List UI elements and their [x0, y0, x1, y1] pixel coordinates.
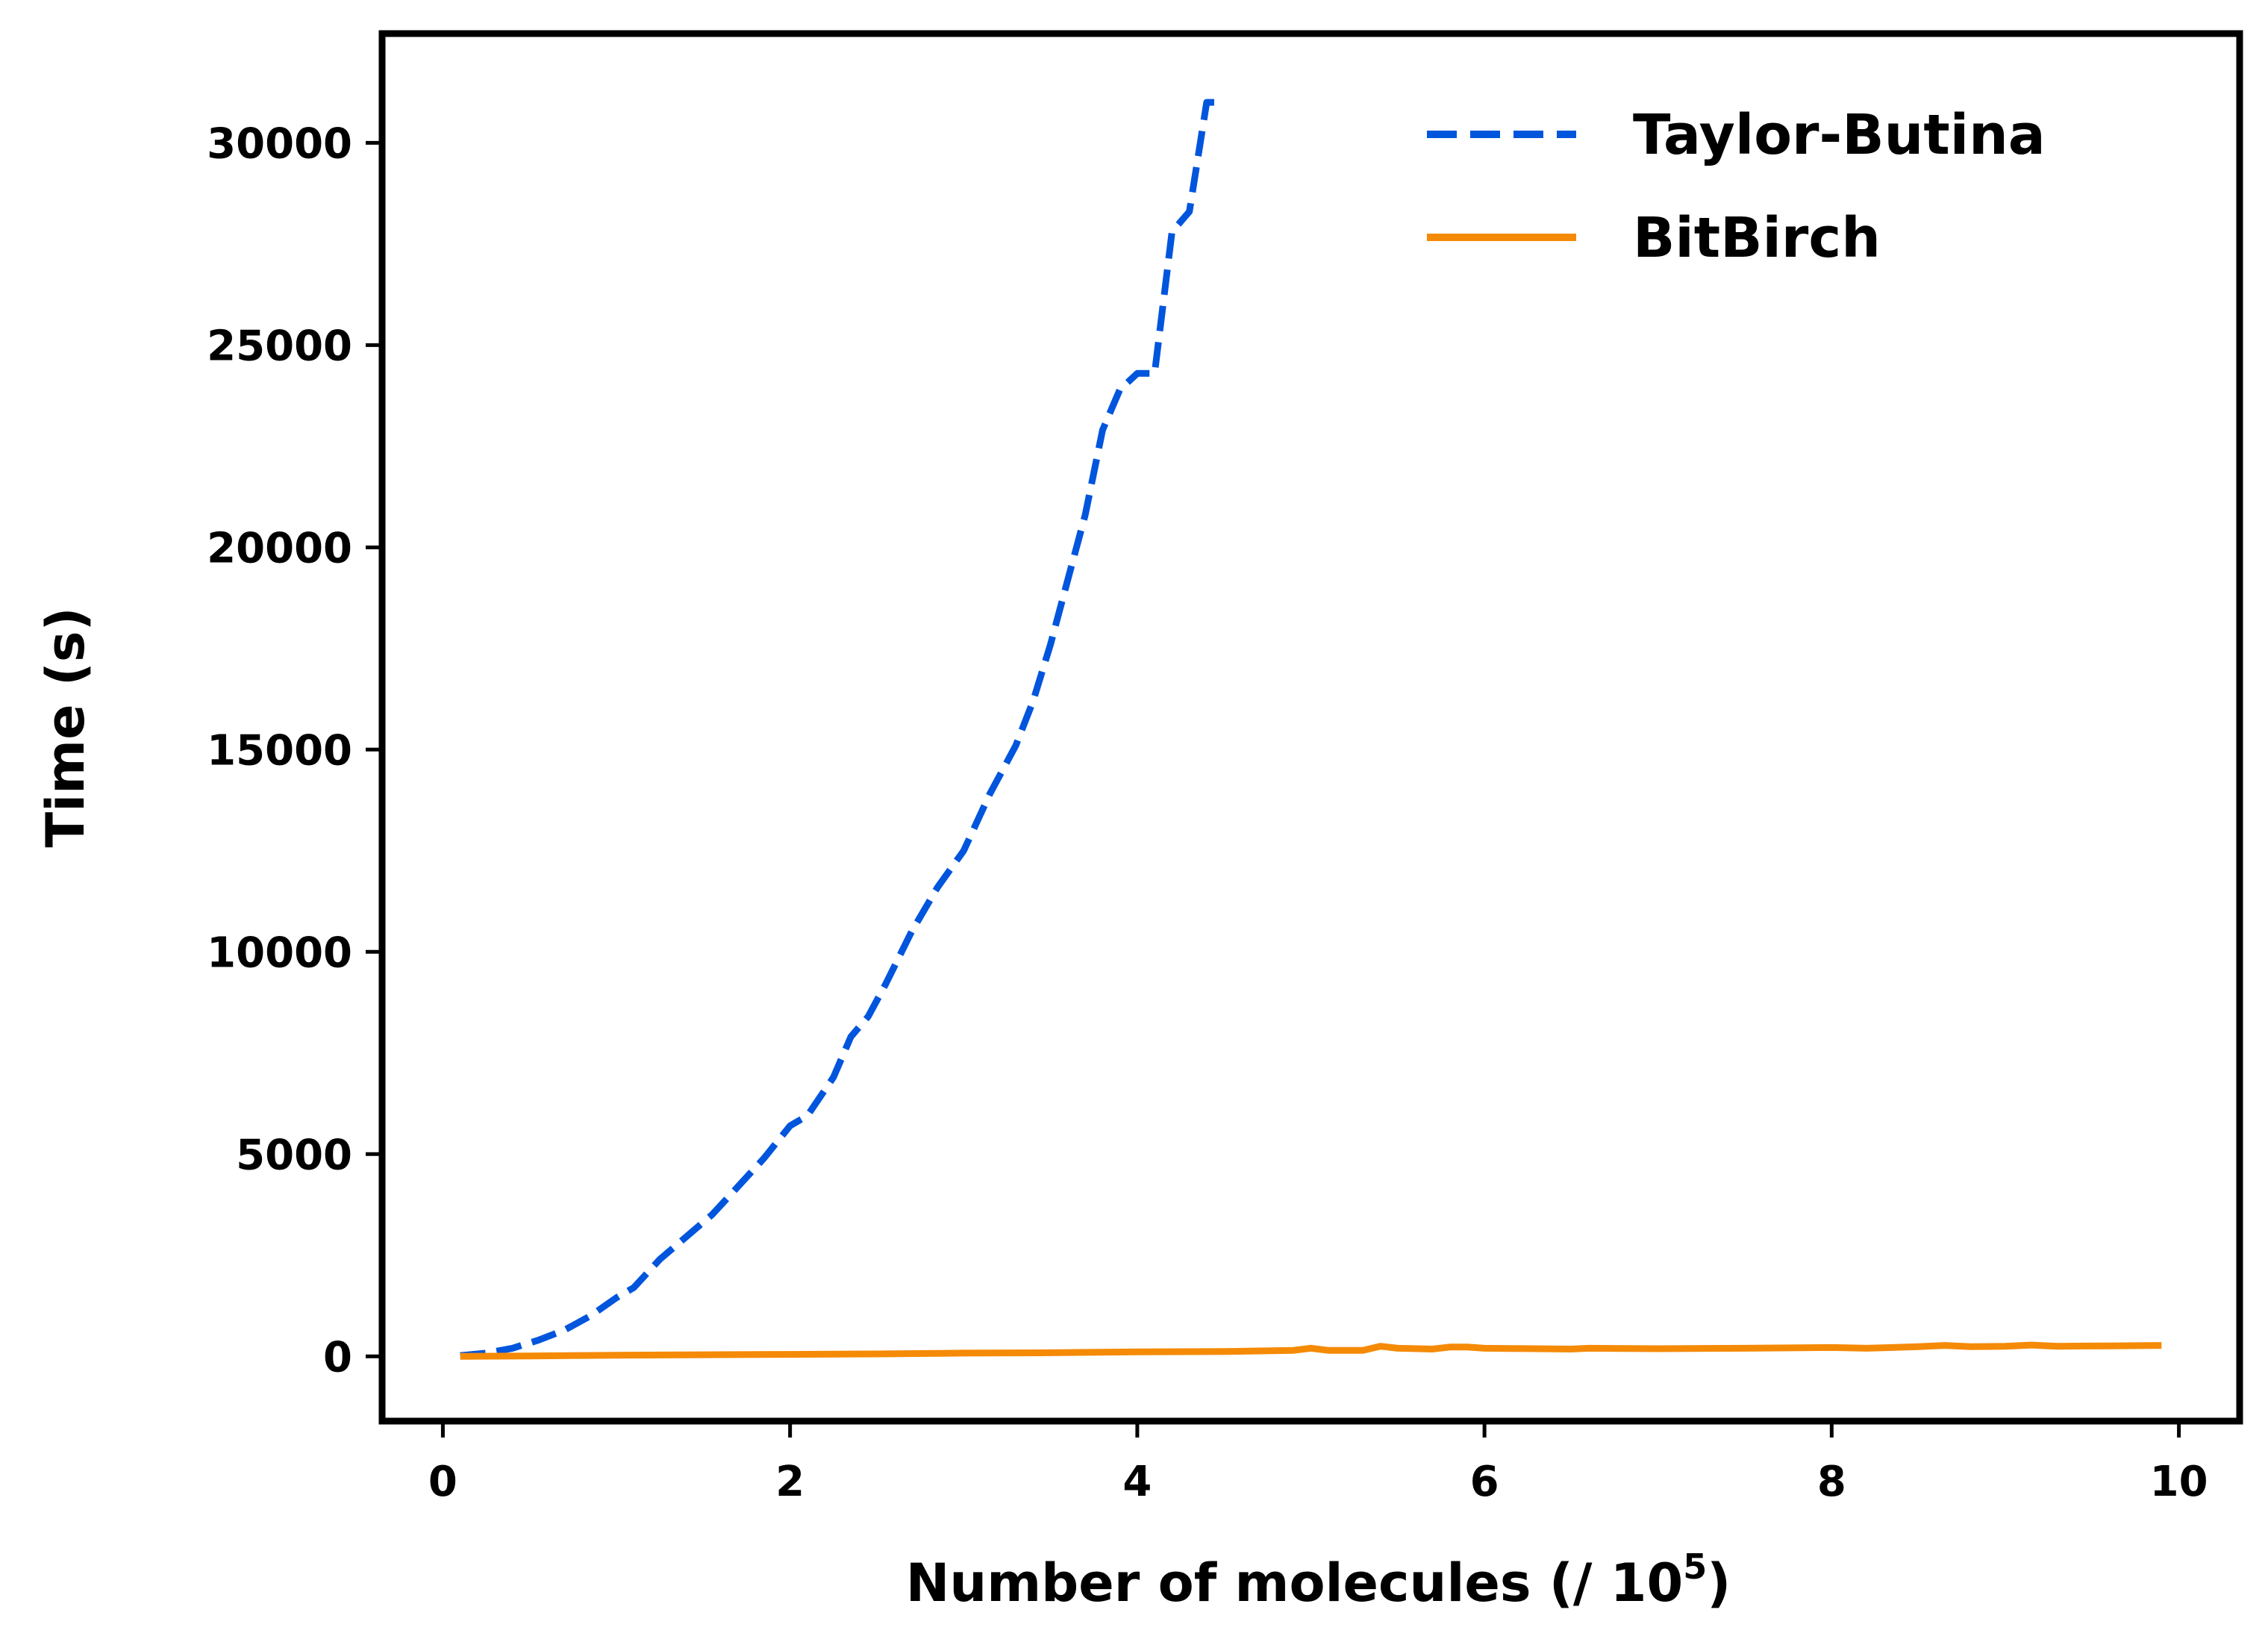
- x-axis-ticks: 0 2 4 6 8 10: [428, 1421, 2208, 1506]
- y-tick-label: 10000: [207, 928, 352, 977]
- plot-frame: [378, 30, 2243, 1425]
- y-tick-label: 15000: [207, 726, 352, 775]
- x-tick-label: 2: [775, 1458, 805, 1506]
- y-tick-label: 25000: [207, 322, 352, 370]
- y-tick-label: 30000: [207, 119, 352, 168]
- x-tick-label: 4: [1122, 1458, 1152, 1506]
- x-tick-label: 0: [428, 1458, 457, 1506]
- series-line-taylor-butina: [460, 99, 1225, 1359]
- y-tick-label: 0: [323, 1333, 352, 1382]
- y-tick-label: 5000: [236, 1131, 352, 1179]
- legend-label: BitBirch: [1633, 206, 1881, 270]
- x-tick-label: 10: [2150, 1458, 2208, 1506]
- x-tick-label: 6: [1470, 1458, 1499, 1506]
- series-layer: [460, 99, 2162, 1360]
- series-line-bitbirch: [460, 1341, 2162, 1360]
- x-axis-title: Number of molecules (/ 105): [906, 1546, 1731, 1614]
- legend-label: Taylor-Butina: [1633, 103, 2046, 167]
- y-axis-ticks: 0 5000 10000 15000 20000 25000 30000: [207, 119, 382, 1382]
- y-tick-label: 20000: [207, 524, 352, 572]
- y-axis-title: Time (s): [35, 607, 96, 847]
- x-axis-title-superscript: 5: [1683, 1546, 1707, 1587]
- legend: Taylor-Butina BitBirch: [1427, 103, 2046, 270]
- x-tick-label: 8: [1817, 1458, 1846, 1506]
